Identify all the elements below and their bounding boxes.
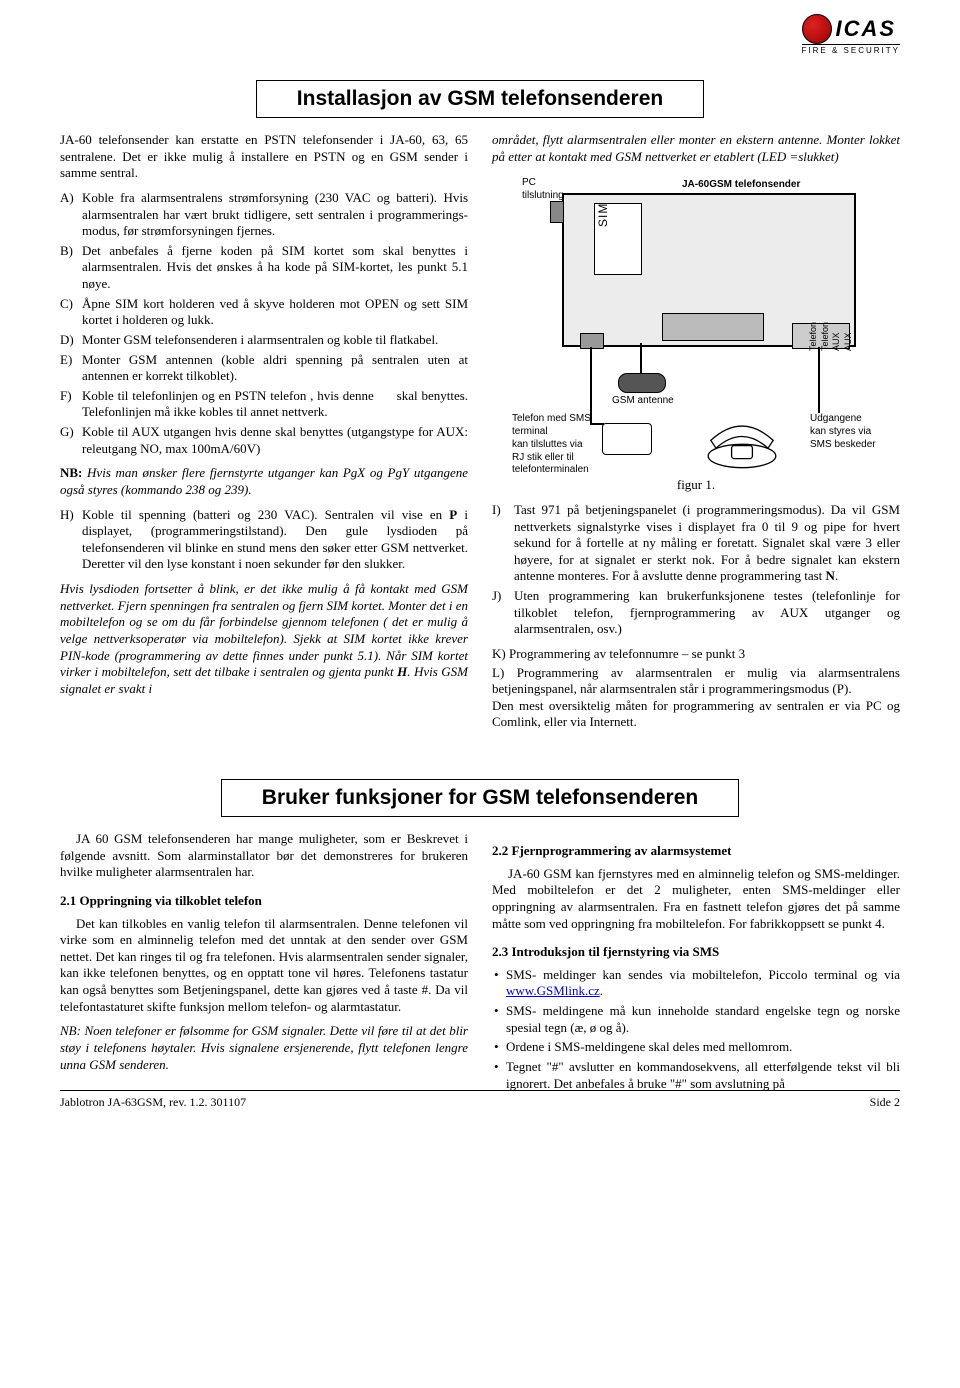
step-l: L) Programmering av alarmsentralen er mu… (492, 665, 900, 732)
italic-warning-left: Hvis lysdioden fortsetter å blink, er de… (60, 581, 468, 697)
brand-logo: ICAS FIRE & SECURITY (802, 14, 900, 55)
heading-2-2: 2.2 Fjernprogrammering av alarmsystemet (492, 843, 900, 860)
logo-subtitle: FIRE & SECURITY (802, 44, 900, 55)
sms-bullet-list: SMS- meldinger kan sendes via mobiltelef… (492, 967, 900, 1092)
sms-bullet-1: SMS- meldinger kan sendes via mobiltelef… (492, 967, 900, 1000)
footer-left: Jablotron JA-63GSM, rev. 1.2. 301107 (60, 1095, 246, 1110)
gsmlink-link[interactable]: www.GSMlink.cz (506, 983, 600, 998)
heading-2-3: 2.3 Introduksjon til fjernstyring via SM… (492, 944, 900, 961)
italic-warning-right: området, flytt alarmsentralen eller mont… (492, 132, 900, 165)
section-title-install: Installasjon av GSM telefonsenderen (256, 80, 704, 118)
step-j: Uten programmering kan brukerfunksjonene… (514, 588, 900, 638)
step-h: Koble til spenning (batteri og 230 VAC).… (82, 507, 468, 574)
para-2-2: JA-60 GSM kan fjernstyres med en alminne… (492, 866, 900, 933)
footer-right: Side 2 (870, 1095, 900, 1110)
section-title-user: Bruker funksjoner for GSM telefonsendere… (221, 779, 739, 817)
step-g: Koble til AUX utgangen hvis denne skal b… (82, 424, 468, 457)
install-left-column: JA-60 telefonsender kan erstatte en PSTN… (60, 132, 468, 739)
heading-2-1: 2.1 Oppringning via tilkoblet telefon (60, 893, 468, 910)
install-steps-i-j: I) Tast 971 på betjeningspanelet (i prog… (492, 502, 900, 638)
install-steps-a-g: A)Koble fra alarmsentralens strømforsyni… (60, 190, 468, 457)
step-e: Monter GSM antennen (koble aldri spennin… (82, 352, 468, 385)
logo-icon (802, 14, 832, 44)
step-k: K) Programmering av telefonnumre – se pu… (492, 646, 900, 663)
user-right-column: 2.2 Fjernprogrammering av alarmsystemet … (492, 831, 900, 1100)
install-intro: JA-60 telefonsender kan erstatte en PSTN… (60, 132, 468, 182)
nb-note-1: NB: Hvis man ønsker flere fjernstyrte ut… (60, 465, 468, 498)
step-a: Koble fra alarmsentralens strømforsyning… (82, 190, 468, 240)
step-f: Koble til telefonlinjen og en PSTN telef… (82, 388, 468, 421)
para-2-1: Det kan tilkobles en vanlig telefon til … (60, 916, 468, 1016)
wiring-diagram: SIM PC tilslutning JA-60GSM telefonsende… (492, 173, 900, 473)
step-d: Monter GSM telefonsenderen i alarmsentra… (82, 332, 468, 349)
sms-bullet-4: Tegnet "#" avslutter en kommandosekvens,… (492, 1059, 900, 1092)
user-left-column: JA 60 GSM telefonsenderen har mange muli… (60, 831, 468, 1100)
page-footer: Jablotron JA-63GSM, rev. 1.2. 301107 Sid… (60, 1090, 900, 1110)
install-right-column: området, flytt alarmsentralen eller mont… (492, 132, 900, 739)
step-i: Tast 971 på betjeningspanelet (i program… (514, 502, 900, 585)
figure-1-caption: figur 1. (492, 477, 900, 494)
sms-bullet-3: Ordene i SMS-meldingene skal deles med m… (492, 1039, 900, 1056)
nb-note-2: NB: Noen telefoner er følsomme for GSM s… (60, 1023, 468, 1073)
logo-name: ICAS (836, 16, 897, 42)
step-b: Det anbefales å fjerne koden på SIM kort… (82, 243, 468, 293)
install-step-h: H) Koble til spenning (batteri og 230 VA… (60, 507, 468, 574)
sms-bullet-2: SMS- meldingene må kun inneholde standar… (492, 1003, 900, 1036)
user-intro: JA 60 GSM telefonsenderen har mange muli… (60, 831, 468, 881)
step-c: Åpne SIM kort holderen ved å skyve holde… (82, 296, 468, 329)
